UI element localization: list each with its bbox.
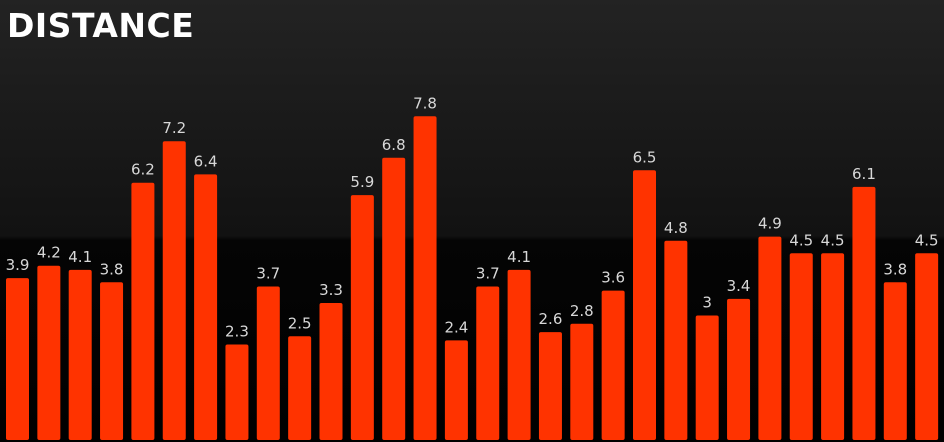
bar-value-label-4: 3.8	[100, 260, 124, 278]
bar-value-label-18: 2.6	[539, 310, 563, 328]
bar-value-label-11: 3.3	[319, 281, 343, 299]
bar-value-label-3: 4.1	[68, 248, 92, 266]
bar-21	[633, 170, 656, 440]
bar-19	[570, 323, 594, 440]
bar-20	[601, 290, 625, 440]
bar-value-label-28: 6.1	[852, 165, 876, 183]
bar-value-label-5: 6.2	[131, 161, 155, 179]
bar-8	[225, 344, 249, 440]
bar-11	[319, 303, 343, 440]
bar-2	[37, 265, 61, 440]
bar-value-label-2: 4.2	[37, 244, 61, 262]
bar-12	[350, 195, 374, 440]
bar-6	[162, 141, 186, 440]
bar-value-label-6: 7.2	[162, 119, 186, 137]
bar-10	[288, 336, 312, 440]
bar-value-label-14: 7.8	[413, 94, 437, 112]
bar-value-label-21: 6.5	[633, 148, 657, 166]
bar-27	[821, 253, 845, 440]
bar-value-label-26: 4.5	[789, 231, 813, 249]
bar-value-label-10: 2.5	[288, 314, 312, 332]
bar-value-label-15: 2.4	[444, 318, 468, 336]
bar-value-label-13: 6.8	[382, 136, 406, 154]
bar-22	[664, 240, 688, 440]
bar-value-label-30: 4.5	[915, 231, 939, 249]
bar-value-label-19: 2.8	[570, 302, 594, 320]
bar-25	[758, 236, 782, 440]
bar-value-label-16: 3.7	[476, 264, 500, 282]
bar-17	[507, 269, 531, 440]
bar-18	[538, 332, 562, 440]
bar-value-label-22: 4.8	[664, 219, 688, 237]
bar-30	[915, 253, 939, 440]
bar-1	[6, 278, 29, 440]
bar-value-label-20: 3.6	[601, 269, 625, 287]
bar-28	[852, 186, 876, 440]
bar-7	[194, 174, 218, 440]
bar-value-label-29: 3.8	[883, 260, 907, 278]
bar-value-label-9: 3.7	[256, 264, 280, 282]
bar-value-label-7: 6.4	[194, 152, 218, 170]
bar-9	[256, 286, 280, 440]
bar-15	[444, 340, 468, 440]
bar-value-label-1: 3.9	[6, 256, 30, 274]
bar-value-label-17: 4.1	[507, 248, 531, 266]
bar-value-label-12: 5.9	[350, 173, 374, 191]
bar-value-label-24: 3.4	[727, 277, 751, 295]
bar-29	[883, 282, 907, 440]
bar-26	[789, 253, 813, 440]
bar-3	[68, 269, 92, 440]
bar-13	[382, 157, 406, 441]
bar-4	[100, 282, 124, 440]
bar-value-label-25: 4.9	[758, 215, 782, 233]
bar-5	[131, 182, 155, 440]
bar-23	[695, 315, 719, 440]
bar-24	[727, 298, 751, 440]
bar-value-label-8: 2.3	[225, 323, 249, 341]
chart-title: DISTANCE	[7, 6, 195, 45]
bar-value-label-23: 3	[702, 294, 712, 312]
bar-14	[413, 116, 437, 441]
bar-16	[476, 286, 500, 440]
bar-value-label-27: 4.5	[821, 231, 845, 249]
